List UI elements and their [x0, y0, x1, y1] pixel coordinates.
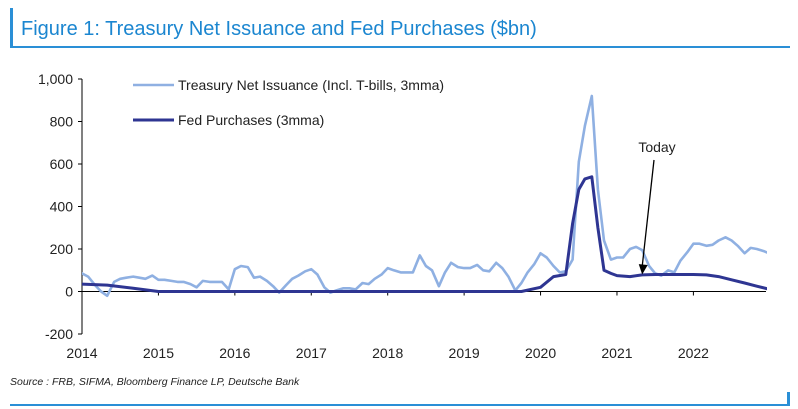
bottom-frame [10, 392, 790, 406]
x-tick-label: 2016 [219, 345, 250, 361]
y-tick-label: 800 [50, 114, 74, 130]
x-tick-label: 2019 [449, 345, 480, 361]
y-tick-label: 0 [65, 284, 73, 300]
y-tick-label: 1,000 [38, 71, 73, 87]
x-tick-label: 2018 [372, 345, 403, 361]
legend-item-fed: Fed Purchases (3mma) [133, 112, 324, 128]
annotation-today-label: Today [638, 139, 675, 155]
y-tick-label: -200 [45, 326, 73, 342]
chart-legend: Treasury Net Issuance (Incl. T-bills, 3m… [133, 77, 444, 128]
y-tick-label: 200 [50, 241, 74, 257]
x-tick-label: 2021 [601, 345, 632, 361]
x-tick-label: 2017 [296, 345, 327, 361]
x-tick-label: 2014 [66, 345, 97, 361]
annotation-arrow-shaft [641, 159, 655, 267]
chart-annotation: Today [638, 139, 676, 275]
source-note: Source : FRB, SIFMA, Bloomberg Finance L… [10, 376, 300, 388]
title-frame: Figure 1: Treasury Net Issuance and Fed … [10, 8, 790, 48]
legend-label: Treasury Net Issuance (Incl. T-bills, 3m… [178, 77, 444, 93]
x-tick-label: 2020 [525, 345, 556, 361]
legend-label: Fed Purchases (3mma) [178, 112, 324, 128]
fed-purchases-line [82, 175, 767, 293]
y-tick-label: 400 [50, 199, 74, 215]
legend-item-treasury: Treasury Net Issuance (Incl. T-bills, 3m… [133, 77, 444, 93]
treasury-net-issuance-line [82, 94, 767, 298]
x-tick-label: 2022 [678, 345, 709, 361]
chart-lines [82, 94, 767, 298]
annotation-arrow-head [638, 264, 648, 275]
figure-title: Figure 1: Treasury Net Issuance and Fed … [21, 18, 537, 40]
chart-axes: -200 0 200 400 600 800 1,000 2014 2015 2016 2017 20… [38, 71, 766, 361]
x-tick-label: 2015 [143, 345, 174, 361]
y-tick-label: 600 [50, 156, 74, 172]
